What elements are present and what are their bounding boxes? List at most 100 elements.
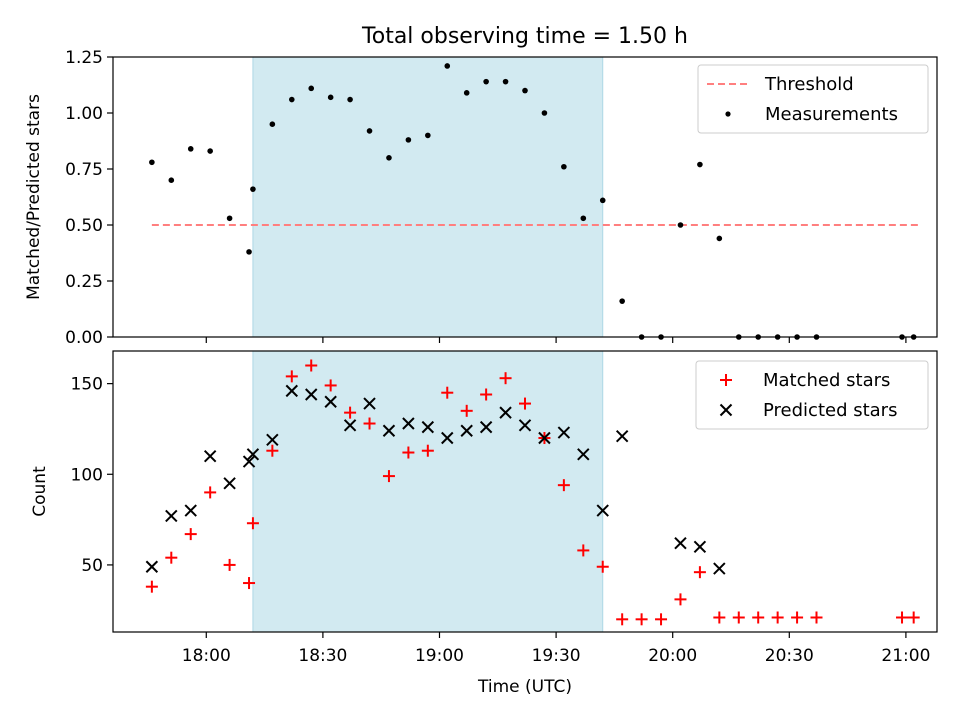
measurement-point [149,159,155,166]
legend-measurements-swatch [725,111,731,117]
predicted-star-point [242,455,256,468]
predicted-star-point [145,560,159,573]
x-tick-label: 20:30 [765,646,814,666]
ratio-legend: Threshold Measurements [697,64,929,134]
measurement-point [308,85,315,92]
legend-predicted-swatch [719,403,733,417]
measurement-point [246,249,252,255]
observing-window-span [252,350,604,633]
matched-star-point [519,397,531,410]
measurement-point [207,148,213,154]
matched-star-point [165,551,178,564]
legend-threshold-label: Threshold [764,74,854,95]
predicted-star-point [165,509,178,523]
legend-predicted-label: Predicted stars [763,400,897,421]
predicted-star-point [441,431,454,445]
matched-star-point [480,388,493,401]
matched-star-point [732,611,745,624]
matched-star-point [145,580,158,593]
measurement-point [541,110,548,116]
predicted-star-point [266,433,279,447]
measurement-point [386,155,392,161]
x-tick-label: 20:00 [648,646,697,666]
predicted-star-point [305,388,318,401]
matched-star-point [285,370,298,383]
matched-star-point [713,611,726,624]
measurement-point [444,63,451,69]
measurement-point [168,177,175,183]
predicted-star-point [557,426,571,439]
matched-star-point [223,558,236,571]
measurement-point [599,197,606,204]
legend-matched-label: Matched stars [763,370,890,391]
measurement-point [522,87,528,94]
y-tick-label: 1.00 [65,104,103,124]
y-tick-label: 50 [81,556,103,576]
measurement-point [250,186,256,192]
count-panel: 50 100 150 18:00 18:30 19:00 19:30 20:00 20:30 2… [30,350,938,697]
legend-measurements-label: Measurements [765,104,898,125]
legend-cross-marker [719,403,733,417]
matched-star-point [421,444,434,457]
measurement-point [425,132,431,139]
predicted-star-point [499,406,512,419]
matched-star-point [266,444,279,457]
predicted-star-point [693,540,707,554]
matched-star-point [791,611,804,624]
matched-star-point [243,577,256,590]
matched-star-point [635,613,648,626]
predicted-star-point [246,448,260,461]
matched-star-point [382,470,395,483]
measurement-point [697,161,703,168]
matched-star-point [204,486,217,499]
matched-star-point [596,560,609,573]
predicted-star-point [363,397,376,410]
matched-star-point [693,566,706,579]
predicted-star-point [713,562,726,575]
measurement-point [463,90,470,96]
figure-title: Total observing time = 1.50 h [361,24,688,49]
measurement-points [149,63,917,340]
predicted-star-point [479,420,493,434]
observing-window-span [252,56,604,338]
matched-star-point [616,613,629,626]
x-tick-label: 19:30 [532,646,581,666]
predicted-stars-points [145,384,726,575]
ratio-x-ticks [205,337,907,343]
matched-stars-points [145,359,920,626]
matched-star-point [184,528,197,541]
legend-matched-swatch [720,374,732,386]
legend-plus-marker [720,374,732,386]
measurement-point [716,235,723,242]
matched-star-point [674,593,687,606]
y-tick-label: 150 [71,375,103,395]
x-tick-label: 18:30 [298,646,347,666]
matched-star-point [324,379,337,392]
ratio-y-ticks: 0.00 0.25 0.50 0.75 1.00 1.25 [65,48,113,348]
predicted-star-point [402,417,415,430]
measurement-point [580,215,587,222]
predicted-star-point [343,419,357,432]
matched-star-point [499,372,512,385]
measurement-point [226,215,233,222]
matched-star-point [752,611,765,624]
predicted-star-point [674,536,687,550]
predicted-star-point [285,384,298,398]
measurement-point [347,96,353,103]
measurement-point [405,137,412,143]
predicted-star-point [460,424,473,437]
predicted-star-point [538,431,551,445]
measurement-point [561,163,567,170]
measurement-point [502,78,509,85]
x-tick-label: 21:00 [881,646,930,666]
ratio-y-axis-label: Matched/Predicted stars [24,94,44,300]
predicted-star-point [382,424,396,437]
measurement-point [187,146,194,152]
matched-star-point [907,611,920,624]
predicted-star-point [421,420,435,434]
predicted-star-point [203,449,217,463]
matched-star-point [655,613,668,626]
matched-star-point [557,479,570,492]
predicted-star-point [324,395,337,408]
